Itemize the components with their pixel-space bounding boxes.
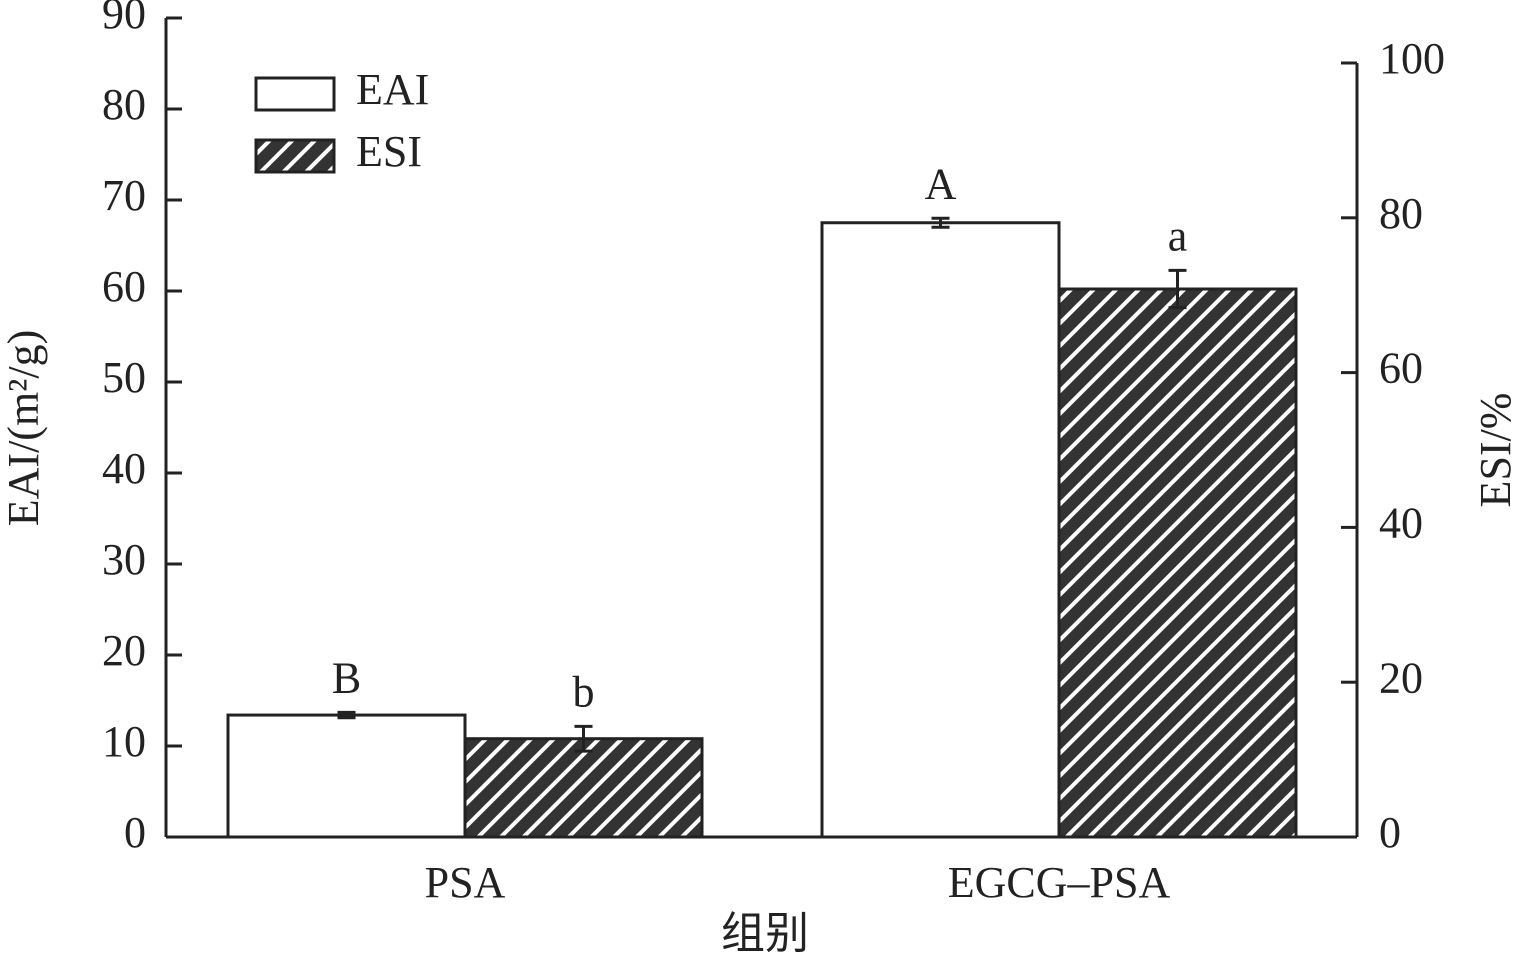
y2-tick-label: 20 [1379,653,1423,702]
significance-label: a [1168,212,1188,261]
error-bar [931,216,950,229]
legend-swatch [254,76,336,112]
y-tick-label: 60 [102,262,146,311]
y-tick-label: 10 [102,717,146,766]
y-tick-label: 30 [102,535,146,584]
y-tick-label: 20 [102,626,146,675]
y-tick-label: 40 [102,444,146,493]
x-tick-label: PSA [425,858,506,907]
y2-axis-label: ESI/% [1471,393,1520,508]
error-bar [337,710,356,720]
y2-tick-label: 100 [1379,34,1445,83]
significance-label: b [573,667,595,716]
legend-swatch [254,138,336,174]
y2-tick-label: 80 [1379,189,1423,238]
x-tick-label: EGCG–PSA [948,858,1171,907]
legend-label: EAI [356,65,429,114]
bar [1057,287,1298,839]
y-tick-label: 80 [102,80,146,129]
significance-label: B [332,653,361,702]
bar [226,713,467,839]
bar [820,221,1061,839]
y2-tick-label: 40 [1379,498,1423,547]
bar [463,737,704,839]
y-tick-label: 70 [102,171,146,220]
y-tick-label: 0 [124,808,146,857]
error-bar [574,724,593,753]
y-tick-label: 90 [102,0,146,38]
y-axis-label: EAI/(m²/g) [0,330,48,526]
legend-label: ESI [356,127,422,176]
significance-label: A [925,159,957,208]
x-axis-label: 组别 [721,909,809,958]
error-bar [1168,268,1187,310]
y-tick-label: 50 [102,353,146,402]
y2-tick-label: 60 [1379,344,1423,393]
y2-tick-label: 0 [1379,808,1401,857]
